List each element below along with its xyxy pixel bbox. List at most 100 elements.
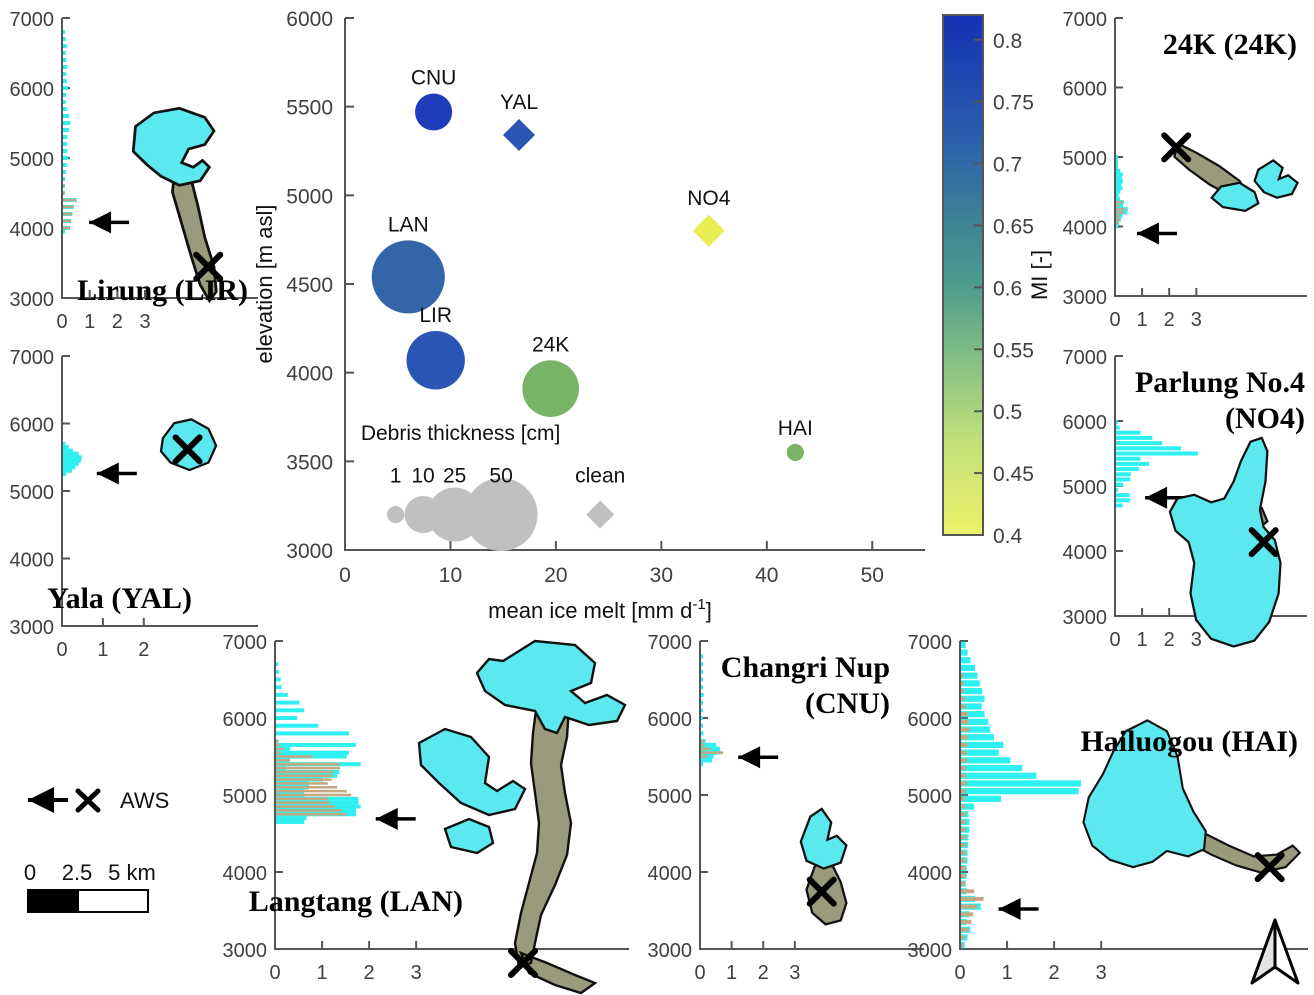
aws-cross-icon [1254,852,1285,883]
hist-bar-debris [701,739,705,743]
svg-text:25: 25 [443,465,466,488]
hist-bar-debris [961,904,977,909]
panel-title: Parlung No.4(NO4) [1135,366,1305,435]
hist-bar-clean [276,692,288,697]
hist-bar-debris [276,774,333,778]
hist-bar-debris [1116,221,1119,225]
y-tick: 3000 [1063,287,1108,309]
svg-text:4000: 4000 [286,363,333,386]
hist-bar-clean [1116,472,1131,477]
hist-bar-clean [63,107,67,111]
hist-bar-debris [961,896,984,901]
y-tick: 4000 [648,863,693,885]
aws-cross-icon [75,788,101,813]
hist-bar-clean [276,819,305,824]
hist-bar-debris [276,739,279,743]
hist-bar-debris [276,766,340,770]
hist-bar-clean [276,750,349,755]
glacier-clean-ice-area [799,807,848,870]
hist-bar-debris [276,751,281,754]
glacier-clean-ice-area [1210,159,1299,212]
panel-changri-nup: 3000 4000 5000 6000 7000 0 1 2 3 Changri Nup (CNU) [640,625,930,993]
hist-bar-clean [961,680,980,687]
hist-bar-clean [63,156,69,160]
hist-bar-clean [63,30,65,34]
hist-bar-debris [961,935,965,940]
hist-bar-clean [276,662,278,667]
hist-bar-clean [63,121,71,125]
glacier-clean-ice-area [1168,436,1282,648]
hist-bar-clean [63,51,66,55]
panel-parlung-no4: 3000 4000 5000 6000 7000 0 1 2 3 Parlung No.4 (NO4… [1055,340,1313,660]
hist-bar-clean [276,708,305,713]
y-tick: 5000 [10,482,55,504]
hist-bar-debris [961,758,967,763]
hist-bar-clean [1116,168,1121,173]
y-tick: 7000 [908,632,953,654]
hist-bar-clean [63,37,66,41]
hist-bar-clean [961,772,1037,779]
hist-bar-clean [63,468,72,473]
hist-bar-debris [961,812,966,817]
aws-cross-icon [193,251,224,282]
y-tick: 6000 [1063,79,1108,101]
hist-bar-clean [1116,179,1124,184]
panel-24k: 3000 4000 5000 6000 7000 0 1 2 3 24K (24K) [1055,2,1313,340]
scale-tick-0: 0 [24,860,36,885]
hist-bar-debris [961,712,968,717]
hist-bar-debris [961,843,966,848]
hist-bar-clean [701,669,703,674]
hist-bar-clean [701,662,703,667]
y-tick: 4000 [1063,542,1108,564]
y-tick: 3000 [223,940,268,962]
x-tick: 1 [1137,629,1148,651]
y-tick: 5000 [648,786,693,808]
map-legend: AWS 0 2.5 5 km [10,770,210,930]
hist-bar-clean [1116,435,1153,440]
hist-bar-clean [961,687,983,695]
x-tick: 0 [954,962,965,984]
hist-bar-debris [276,793,352,797]
hist-bar-clean [1116,172,1124,177]
hist-bar-clean [1116,165,1118,170]
hist-bar-clean [1116,182,1122,187]
x-tick: 3 [411,962,422,984]
x-axis-label: mean ice melt [mm d-1] [488,596,712,623]
main-scatter-panel: 3000 3500 4000 4500 5000 5500 6000 0 10 20 30 40 50 e… [240,0,940,623]
colorbar-tick: 0.8 [993,30,1022,53]
hist-bar-clean [63,448,73,453]
panel-title: Lirung (LIR) [77,274,248,307]
hist-bar-clean [276,685,282,690]
panel-title: Hailuogou (HAI) [1080,725,1298,758]
hist-bar-clean [1116,487,1119,492]
hist-bar-debris [701,743,705,747]
svg-text:10: 10 [439,564,462,587]
hist-bar-clean [701,716,703,720]
svg-text:10: 10 [411,465,434,488]
aws-arrow-icon [998,897,1039,920]
hist-bar-debris [63,219,72,223]
hist-bar-clean [701,692,704,697]
hist-bar-clean [701,723,703,728]
hist-bar-debris [276,755,313,758]
panel-title: Yala (YAL) [47,582,192,615]
glacier-clean-ice-area [131,106,216,187]
hist-bar-clean [961,703,982,710]
point-label: 24K [532,333,569,356]
hist-bar-clean [63,229,65,234]
hist-bar-clean [701,654,703,659]
hist-bar-clean [276,700,300,705]
marker-circle [522,360,579,417]
x-tick: 1 [84,311,95,333]
hist-bar-debris [961,819,966,824]
hist-bar-debris [1116,211,1125,214]
x-tick: 3 [1191,629,1202,651]
x-tick: 0 [694,962,705,984]
hist-bar-debris [701,747,711,751]
hist-bar-debris [961,858,966,863]
hist-bar-clean [63,100,66,104]
point-label: LIR [419,304,452,327]
x-tick: 2 [1164,629,1175,651]
y-tick: 6000 [10,79,55,101]
scatter-point-cnu: CNU [411,66,456,131]
